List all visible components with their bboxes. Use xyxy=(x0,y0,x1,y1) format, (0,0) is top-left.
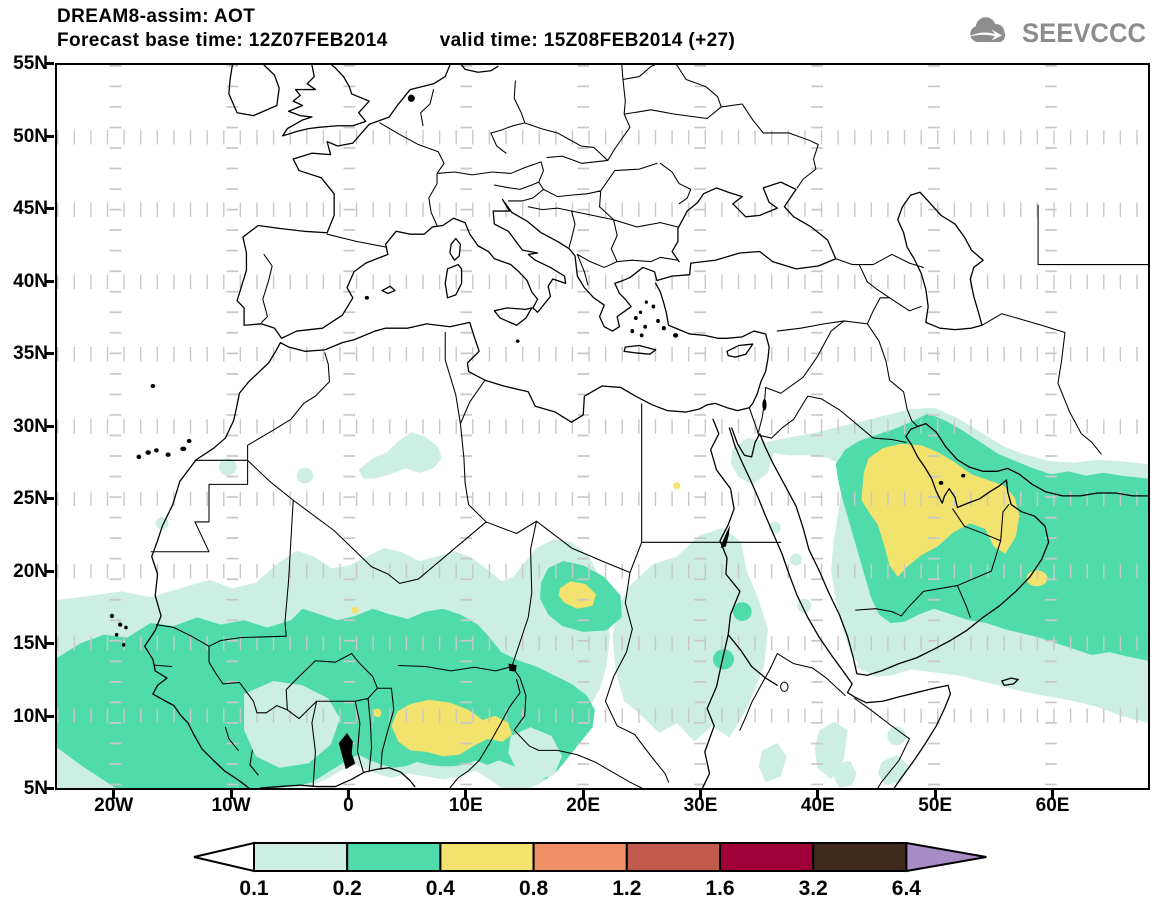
y-axis-tick xyxy=(45,62,54,65)
x-axis-tick xyxy=(112,790,116,799)
colorbar-level-label: 0.8 xyxy=(519,877,549,900)
colorbar-level-label: 1.2 xyxy=(612,877,641,900)
y-axis-tick xyxy=(45,424,54,428)
y-axis-tick xyxy=(45,352,54,355)
aot-colorbar-legend: 0.1 0.2 0.4 0.8 1.2 1.6 3.2 6.4 xyxy=(193,841,987,900)
colorbar-segment xyxy=(625,842,721,872)
x-axis-label: 20W xyxy=(94,795,134,816)
seevccc-logo: SEEVCCC xyxy=(964,14,1153,53)
y-axis-label: 10N xyxy=(13,705,48,727)
x-axis-tick xyxy=(464,790,468,799)
colorbar-below-arrow xyxy=(193,841,255,873)
colorbar-segment xyxy=(719,842,815,872)
y-axis-label: 5N xyxy=(23,778,48,799)
y-axis-tick xyxy=(45,569,54,573)
colorbar-above-arrow xyxy=(905,841,987,873)
island-dots xyxy=(109,94,966,770)
x-axis-label: 50E xyxy=(918,795,953,816)
y-axis-tick xyxy=(45,642,54,645)
plot-title: DREAM8-assim: AOT xyxy=(57,6,256,27)
y-axis-label: 50N xyxy=(13,125,48,147)
aot-fill-level-0.4 xyxy=(351,443,1048,757)
cloud-icon xyxy=(964,14,1016,53)
colorbar-level-label: 3.2 xyxy=(799,877,828,900)
x-axis-tick xyxy=(1051,790,1055,799)
x-axis-label: 40E xyxy=(800,795,835,816)
x-axis-label: 10E xyxy=(448,795,483,816)
colorbar-level-label: 0.4 xyxy=(426,877,456,900)
colorbar-level-label: 6.4 xyxy=(892,877,922,900)
y-axis-label: 25N xyxy=(13,488,48,509)
y-axis-tick xyxy=(45,279,54,283)
base-time-label: Forecast base time: 12Z07FEB2014 xyxy=(57,30,388,51)
x-axis-label: 20E xyxy=(566,795,601,816)
colorbar-segment xyxy=(812,842,908,872)
forecast-map xyxy=(57,65,1148,788)
y-axis-tick xyxy=(45,497,54,500)
time-line: Forecast base time: 12Z07FEB2014 valid ti… xyxy=(57,30,735,52)
colorbar-segment xyxy=(346,842,442,872)
colorbar-segment xyxy=(253,842,349,872)
x-axis-label: 30E xyxy=(683,795,718,816)
x-axis-tick xyxy=(816,790,820,799)
colorbar-segment xyxy=(439,842,535,872)
coastlines xyxy=(145,65,1148,788)
y-axis-tick xyxy=(45,207,54,210)
y-axis-label: 20N xyxy=(13,560,48,582)
x-axis-tick xyxy=(229,790,233,799)
y-axis-label: 45N xyxy=(13,198,48,219)
x-axis-tick xyxy=(933,790,937,799)
colorbar-level-label: 1.6 xyxy=(705,877,734,900)
y-axis-label: 55N xyxy=(13,53,48,74)
y-axis-tick xyxy=(45,134,54,138)
y-axis-tick xyxy=(45,787,54,790)
valid-time-label: valid time: 15Z08FEB2014 (+27) xyxy=(439,30,736,51)
y-axis-tick xyxy=(45,714,54,718)
y-axis-label: 15N xyxy=(13,633,48,654)
x-axis-tick xyxy=(346,790,350,799)
colorbar-segment xyxy=(532,842,628,872)
x-axis-tick xyxy=(698,790,702,799)
x-axis-label: 0 xyxy=(343,795,354,816)
map-plot-area xyxy=(55,63,1150,790)
logo-text: SEEVCCC xyxy=(1022,18,1147,48)
colorbar-level-label: 0.2 xyxy=(333,877,362,900)
x-axis-label: 10W xyxy=(211,795,251,816)
x-axis-tick xyxy=(581,790,585,799)
x-axis-label: 60E xyxy=(1035,795,1070,816)
y-axis-label: 35N xyxy=(13,343,48,364)
y-axis-label: 40N xyxy=(13,270,48,292)
y-axis-label: 30N xyxy=(13,415,48,437)
country-borders xyxy=(151,65,1148,788)
colorbar-level-label: 0.1 xyxy=(239,877,269,900)
